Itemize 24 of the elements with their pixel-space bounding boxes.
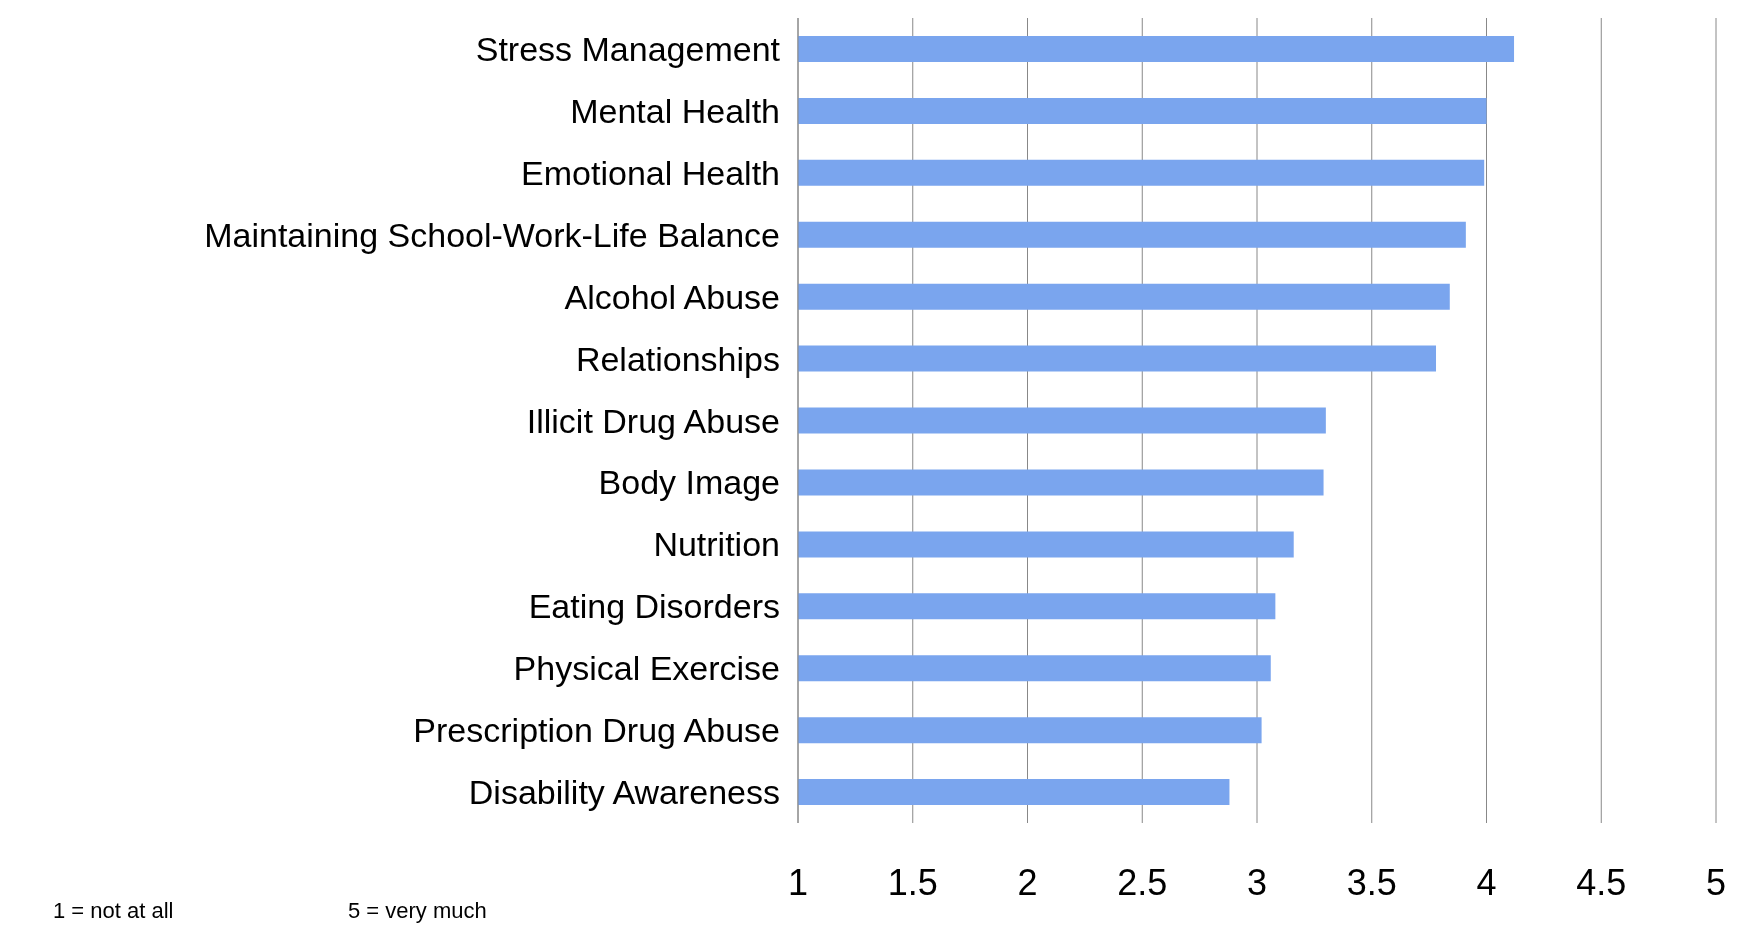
- y-tick-label: Maintaining School-Work-Life Balance: [204, 215, 780, 254]
- x-tick-label: 1.5: [887, 861, 938, 903]
- text: 1 = not at all: [53, 898, 174, 924]
- y-tick-label: Relationships: [575, 339, 780, 378]
- y-tick-label: Prescription Drug Abuse: [413, 711, 780, 750]
- x-tick-label: 3: [1246, 861, 1268, 903]
- y-tick-label: Emotional Health: [521, 153, 780, 192]
- y-tick-label: Eating Disorders: [528, 587, 780, 626]
- text: 5 = very much: [348, 898, 487, 924]
- y-tick-label: Mental Health: [570, 91, 780, 130]
- y-tick-label: Disability Awareness: [468, 773, 780, 812]
- x-tick-label: 1: [787, 861, 809, 903]
- y-tick-label: Illicit Drug Abuse: [526, 401, 780, 440]
- y-tick-label: Physical Exercise: [513, 649, 780, 688]
- x-tick-label: 2.5: [1117, 861, 1168, 903]
- x-tick-label: 4.5: [1576, 861, 1627, 903]
- y-tick-label: Stress Management: [475, 30, 781, 69]
- y-tick-label: Nutrition: [653, 525, 780, 564]
- x-tick-label: 4: [1476, 861, 1497, 903]
- x-tick-label: 2: [1017, 861, 1038, 903]
- x-tick-label: 5: [1705, 861, 1727, 903]
- x-tick-label: 3.5: [1346, 861, 1397, 903]
- y-tick-label: Alcohol Abuse: [564, 277, 780, 316]
- y-tick-label: Body Image: [598, 463, 780, 502]
